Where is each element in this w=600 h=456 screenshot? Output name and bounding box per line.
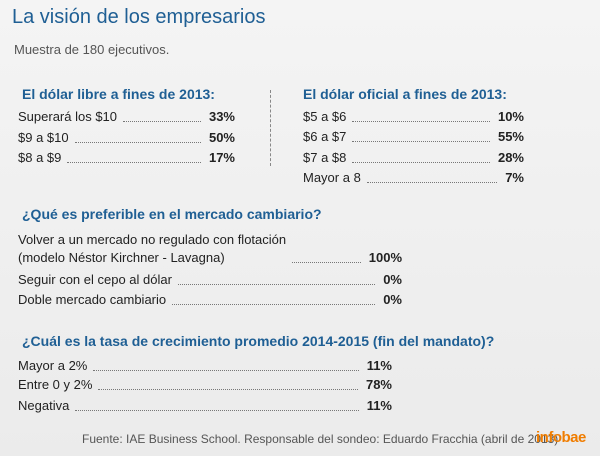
- leader: [292, 262, 361, 263]
- row-label: $8 a $9: [18, 149, 61, 167]
- label-line: Negativa: [18, 398, 70, 413]
- row: $5 a $6 10%: [303, 108, 524, 126]
- label-line: Seguir con el cepo al dólar: [18, 272, 172, 287]
- row: Entre 0 y 2% 78%: [18, 376, 392, 394]
- leader: [98, 389, 358, 390]
- leader: [352, 141, 490, 142]
- row-value: 33%: [208, 109, 235, 124]
- row: $8 a $9 17%: [18, 149, 235, 167]
- leader: [67, 162, 201, 163]
- label-line: Entre 0 y 2%: [18, 377, 93, 392]
- label-line: Doble mercado cambiario: [18, 292, 167, 307]
- leader: [366, 182, 498, 183]
- label-line: $5 a $6: [303, 109, 347, 124]
- leader: [123, 121, 201, 122]
- logo: infobae: [536, 429, 586, 446]
- row-label: $6 a $7: [303, 128, 346, 146]
- label-line: Superará los $10: [18, 109, 118, 124]
- label-line: Volver a un mercado no regulado con flot…: [18, 232, 287, 247]
- row: Doble mercado cambiario 0%: [18, 291, 402, 309]
- label-line: Mayor a 8: [303, 170, 361, 185]
- row-label: Negativa: [18, 397, 69, 415]
- row-value: 10%: [497, 109, 524, 124]
- row-value: 50%: [208, 130, 235, 145]
- separator: [270, 90, 271, 166]
- row: Mayor a 2% 11%: [18, 357, 392, 375]
- row: $6 a $7 55%: [303, 128, 524, 146]
- row-label: Seguir con el cepo al dólar: [18, 271, 172, 289]
- row-value: 55%: [497, 129, 524, 144]
- row-label: Entre 0 y 2%: [18, 376, 92, 394]
- leader: [352, 121, 490, 122]
- row: $9 a $10 50%: [18, 129, 235, 147]
- row-value: 100%: [368, 250, 402, 265]
- label-line: $7 a $8: [303, 150, 347, 165]
- leader: [93, 370, 359, 371]
- label-line: Mayor a 2%: [18, 358, 88, 373]
- row-label: Superará los $10: [18, 108, 117, 126]
- row: Volver a un mercado no regulado con flot…: [18, 231, 402, 267]
- row: Negativa 11%: [18, 397, 392, 415]
- label-line: $6 a $7: [303, 129, 347, 144]
- row-value: 0%: [383, 292, 402, 307]
- label-line: $8 a $9: [18, 150, 62, 165]
- row-value: 0%: [383, 272, 402, 287]
- row-label: $7 a $8: [303, 149, 346, 167]
- leader: [177, 284, 376, 285]
- row: Seguir con el cepo al dólar 0%: [18, 271, 402, 289]
- leader: [75, 410, 359, 411]
- row-value: 78%: [365, 377, 392, 392]
- section-title: ¿Qué es preferible en el mercado cambiar…: [22, 206, 322, 222]
- source: Fuente: IAE Business School. Responsable…: [82, 432, 559, 446]
- row: Superará los $10 33%: [18, 108, 235, 126]
- row-label: Doble mercado cambiario: [18, 291, 166, 309]
- row-value: 17%: [208, 150, 235, 165]
- row-label: Mayor a 8: [303, 169, 361, 187]
- label-line: $9 a $10: [18, 130, 69, 145]
- leader: [74, 142, 201, 143]
- title: La visión de los empresarios: [12, 6, 266, 28]
- row-value: 7%: [505, 170, 524, 185]
- label-line: (modelo Néstor Kirchner - Lavagna): [18, 250, 225, 265]
- row-value: 11%: [366, 358, 392, 373]
- section-title: El dólar libre a fines de 2013:: [22, 86, 215, 102]
- row: Mayor a 8 7%: [303, 169, 524, 187]
- leader: [352, 162, 490, 163]
- row-value: 28%: [497, 150, 524, 165]
- row: $7 a $8 28%: [303, 149, 524, 167]
- subtitle: Muestra de 180 ejecutivos.: [14, 42, 170, 57]
- row-label: Volver a un mercado no regulado con flot…: [18, 231, 286, 267]
- row-label: Mayor a 2%: [18, 357, 87, 375]
- row-value: 11%: [366, 398, 392, 413]
- section-title: ¿Cuál es la tasa de crecimiento promedio…: [22, 333, 495, 349]
- row-label: $9 a $10: [18, 129, 69, 147]
- leader: [172, 304, 376, 305]
- section-title: El dólar oficial a fines de 2013:: [303, 86, 507, 102]
- row-label: $5 a $6: [303, 108, 346, 126]
